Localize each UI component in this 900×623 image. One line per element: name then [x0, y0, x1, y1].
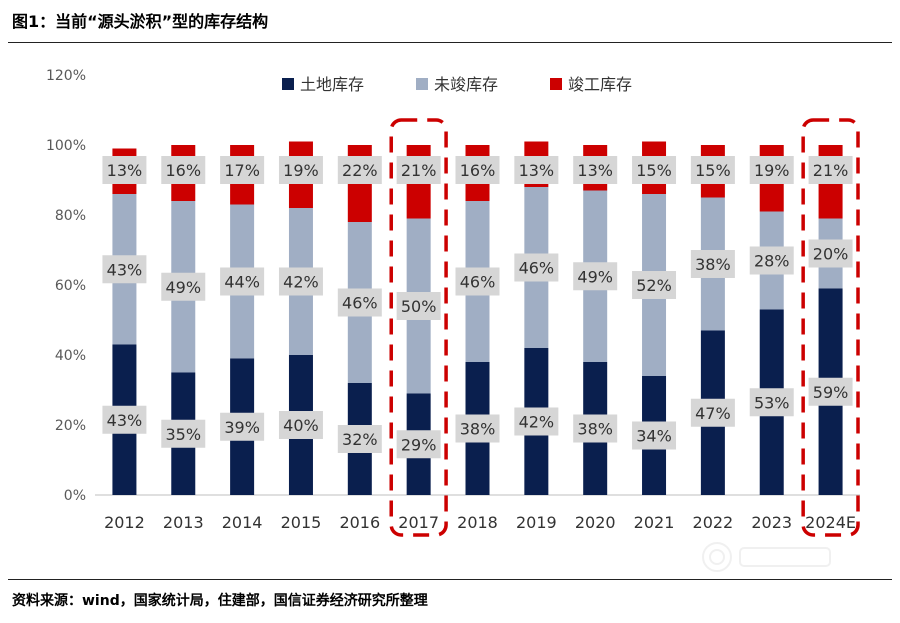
data-label: 15%	[636, 161, 672, 180]
data-label: 19%	[283, 161, 319, 180]
data-label: 44%	[224, 273, 260, 292]
x-tick-label: 2016	[339, 513, 380, 532]
x-tick-label: 2018	[457, 513, 498, 532]
x-tick-label: 2024E	[805, 513, 856, 532]
data-label: 46%	[519, 259, 555, 278]
legend-label: 竣工库存	[568, 75, 632, 94]
x-tick-label: 2015	[281, 513, 322, 532]
x-tick-label: 2023	[751, 513, 792, 532]
data-label: 13%	[519, 161, 555, 180]
data-label: 53%	[754, 393, 790, 412]
x-tick-label: 2022	[693, 513, 734, 532]
legend-label: 土地库存	[300, 75, 364, 94]
y-tick-label: 0%	[64, 488, 86, 504]
y-tick-label: 100%	[46, 138, 86, 154]
data-label: 47%	[695, 404, 731, 423]
data-label: 38%	[460, 420, 496, 439]
data-label: 21%	[813, 161, 849, 180]
data-label: 17%	[224, 161, 260, 180]
x-tick-label: 2020	[575, 513, 616, 532]
data-label: 29%	[401, 435, 437, 454]
y-tick-label: 60%	[55, 278, 86, 294]
data-label: 28%	[754, 252, 790, 271]
y-tick-label: 20%	[55, 418, 86, 434]
watermark-logo	[700, 540, 840, 574]
legend-label: 未竣库存	[434, 75, 498, 94]
data-label: 52%	[636, 276, 672, 295]
y-tick-label: 80%	[55, 208, 86, 224]
x-tick-label: 2014	[222, 513, 263, 532]
data-label: 13%	[107, 161, 143, 180]
y-tick-label: 40%	[55, 348, 86, 364]
data-label: 20%	[813, 245, 849, 264]
data-label: 49%	[165, 278, 201, 297]
x-axis: 2012 2013 2014 2015 2016 2017 2018 2019 2020 2021…	[95, 495, 860, 532]
data-label: 15%	[695, 161, 731, 180]
x-tick-label: 2012	[104, 513, 145, 532]
legend-swatch	[550, 78, 562, 90]
data-label: 49%	[577, 267, 613, 286]
legend: 土地库存 未竣库存 竣工库存	[282, 75, 632, 94]
data-label: 13%	[577, 161, 613, 180]
x-tick-label: 2019	[516, 513, 557, 532]
data-label: 42%	[519, 413, 555, 432]
x-tick-label: 2021	[634, 513, 675, 532]
legend-swatch	[416, 78, 428, 90]
data-label: 46%	[342, 294, 378, 313]
data-label: 21%	[401, 161, 437, 180]
x-tick-label: 2013	[163, 513, 204, 532]
source-rule	[8, 579, 892, 580]
data-label: 43%	[107, 260, 143, 279]
data-label: 40%	[283, 416, 319, 435]
data-label: 46%	[460, 273, 496, 292]
data-label: 59%	[813, 383, 849, 402]
data-label: 19%	[754, 161, 790, 180]
data-label: 38%	[577, 420, 613, 439]
y-axis: 0% 20% 40% 60% 80% 100% 120%	[46, 68, 86, 504]
data-label: 35%	[165, 425, 201, 444]
data-label: 38%	[695, 255, 731, 274]
data-label: 22%	[342, 161, 378, 180]
x-tick-label: 2017	[398, 513, 439, 532]
data-label: 39%	[224, 418, 260, 437]
source-note: 资料来源：wind，国家统计局，住建部，国信证券经济研究所整理	[12, 590, 428, 610]
data-label: 34%	[636, 427, 672, 446]
data-label: 16%	[460, 161, 496, 180]
data-label: 42%	[283, 273, 319, 292]
legend-swatch	[282, 78, 294, 90]
stacked-bar-chart: 0%20%40%60%80%100%120% 2012 2013 2014 2015 2…	[0, 0, 900, 623]
y-tick-label: 120%	[46, 68, 86, 84]
data-label: 43%	[107, 411, 143, 430]
data-label: 50%	[401, 297, 437, 316]
data-label: 32%	[342, 430, 378, 449]
data-label: 16%	[165, 161, 201, 180]
